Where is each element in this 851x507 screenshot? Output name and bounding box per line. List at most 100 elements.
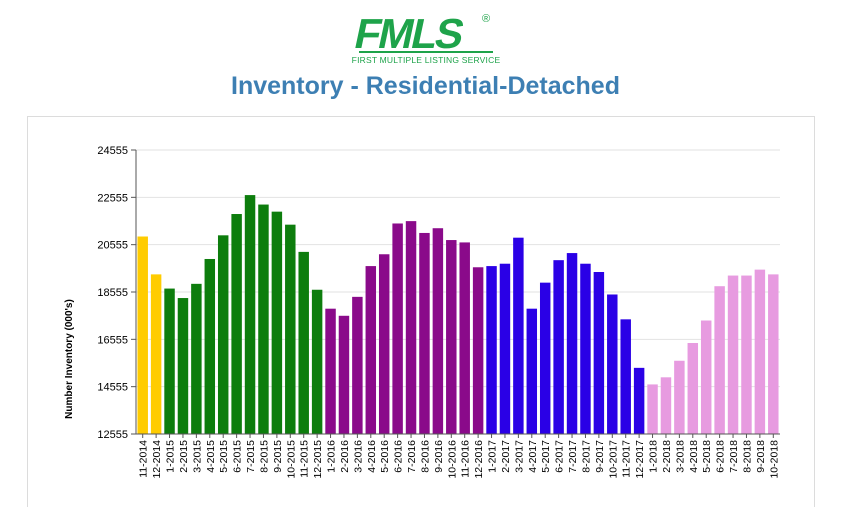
x-tick-label: 2-2018 — [661, 440, 673, 473]
logo-word: FMLS — [350, 10, 467, 56]
x-tick-label: 11-2015 — [299, 440, 311, 478]
bar-3-2015 — [191, 283, 202, 434]
chart-panel: 12555 14555 16555 18555 20555 22555 24555 11-2… — [27, 116, 815, 507]
bar-7-2018 — [727, 275, 739, 434]
bar-9-2018 — [754, 269, 766, 434]
x-tick-label: 11-2016 — [460, 440, 472, 478]
page-title: Inventory - Residential-Detached — [231, 72, 620, 100]
bar-4-2017 — [526, 308, 538, 434]
bar-1-2016 — [325, 308, 336, 434]
y-tick-label: 12555 — [97, 429, 128, 441]
bar-10-2018 — [768, 274, 779, 434]
y-tick-labels: 12555 14555 16555 18555 20555 22555 24555 — [97, 145, 128, 441]
x-tick-label: 9-2015 — [272, 440, 284, 473]
bar-12-2014 — [150, 274, 162, 434]
bar-7-2017 — [566, 253, 578, 434]
logo-tagline: FIRST MULTIPLE LISTING SERVICE — [351, 55, 500, 65]
x-tick-label: 4-2015 — [205, 440, 217, 473]
bar-11-2014 — [137, 236, 148, 434]
x-tick-label: 8-2015 — [258, 440, 270, 473]
bar-4-2018 — [687, 343, 699, 434]
bar-5-2015 — [217, 235, 229, 434]
x-tick-label: 2-2015 — [178, 440, 190, 473]
x-tick-label: 5-2016 — [379, 440, 391, 473]
bar-11-2016 — [459, 242, 470, 434]
x-tick-label: 3-2018 — [674, 440, 686, 473]
bar-2-2017 — [499, 263, 511, 434]
x-tick-label: 6-2017 — [554, 440, 566, 473]
bar-11-2017 — [620, 319, 631, 434]
fmls-logo-icon: FMLS ® FIRST MULTIPLE LISTING SERVICE — [350, 10, 500, 65]
y-tick-label: 24555 — [97, 145, 128, 157]
bar-4-2016 — [365, 266, 377, 434]
bar-8-2018 — [741, 275, 752, 434]
x-tick-label: 8-2017 — [580, 440, 592, 473]
bar-5-2016 — [378, 254, 390, 434]
axes — [135, 150, 780, 435]
bar-8-2016 — [419, 232, 430, 434]
x-tick-label: 5-2018 — [701, 440, 713, 473]
bar-2-2018 — [660, 377, 672, 434]
bar-2-2015 — [177, 298, 189, 434]
bar-12-2017 — [633, 367, 645, 434]
logo: FMLS ® FIRST MULTIPLE LISTING SERVICE — [0, 8, 851, 70]
bar-10-2015 — [285, 224, 296, 434]
bar-7-2015 — [244, 195, 256, 434]
x-tick-label: 6-2015 — [232, 440, 244, 473]
bar-6-2016 — [392, 223, 403, 434]
bar-8-2017 — [580, 263, 591, 434]
x-tick-label: 1-2017 — [487, 440, 499, 473]
bar-12-2015 — [311, 289, 323, 434]
inventory-bar-chart: 12555 14555 16555 18555 20555 22555 24555 11-2… — [64, 145, 781, 479]
x-tick-label: 7-2018 — [728, 440, 740, 473]
x-tick-label: 5-2017 — [540, 440, 552, 473]
x-tick-label: 2-2017 — [500, 440, 512, 473]
x-tick-label: 9-2018 — [755, 440, 767, 473]
bar-10-2017 — [607, 294, 618, 434]
x-tick-label: 11-2017 — [621, 440, 633, 478]
bar-6-2017 — [553, 260, 564, 434]
y-tick-label: 14555 — [97, 382, 128, 394]
bar-11-2015 — [298, 251, 309, 434]
x-tick-label: 4-2017 — [527, 440, 539, 473]
bar-7-2016 — [405, 221, 417, 434]
x-tick-label: 11-2014 — [138, 440, 150, 478]
bar-6-2015 — [231, 214, 242, 434]
y-tick-label: 20555 — [97, 240, 128, 252]
x-tick-label: 6-2016 — [393, 440, 405, 473]
x-tick-label: 2-2016 — [339, 440, 351, 473]
x-tick-label: 1-2015 — [165, 440, 177, 473]
x-tick-label: 12-2014 — [151, 440, 163, 479]
bar-9-2017 — [593, 272, 605, 434]
x-tick-label: 10-2017 — [607, 440, 619, 479]
x-tick-label: 3-2016 — [352, 440, 364, 473]
x-tick-label: 10-2018 — [768, 440, 780, 479]
x-tick-label: 10-2016 — [446, 440, 458, 479]
bar-8-2015 — [258, 204, 269, 434]
x-tick-label: 12-2016 — [473, 440, 485, 479]
x-tick-label: 10-2015 — [285, 440, 297, 479]
x-tick-label: 3-2015 — [191, 440, 203, 473]
y-tick-label: 22555 — [97, 192, 128, 204]
bar-5-2017 — [539, 282, 551, 434]
x-tick-label: 5-2015 — [218, 440, 230, 473]
bar-3-2017 — [513, 237, 524, 434]
x-tick-label: 12-2017 — [634, 440, 646, 479]
bar-9-2016 — [432, 228, 444, 434]
x-tick-label: 4-2018 — [688, 440, 700, 473]
x-tick-label: 8-2018 — [741, 440, 753, 473]
x-tick-label: 12-2015 — [312, 440, 324, 479]
x-tick-label: 4-2016 — [366, 440, 378, 473]
bar-3-2018 — [674, 360, 685, 434]
x-tick-label: 6-2018 — [715, 440, 727, 473]
x-tick-label: 7-2016 — [406, 440, 418, 473]
bar-2-2016 — [338, 315, 350, 434]
x-tick-label: 1-2018 — [648, 440, 660, 473]
bars — [137, 195, 779, 438]
logo-registered-mark: ® — [482, 13, 490, 25]
x-tick-labels: 11-2014 12-2014 1-2015 2-2015 3-2015 4-2015 5-… — [138, 440, 781, 479]
bar-3-2016 — [352, 296, 363, 434]
x-tick-label: 8-2016 — [419, 440, 431, 473]
bar-9-2015 — [271, 211, 283, 434]
bar-10-2016 — [446, 240, 457, 434]
